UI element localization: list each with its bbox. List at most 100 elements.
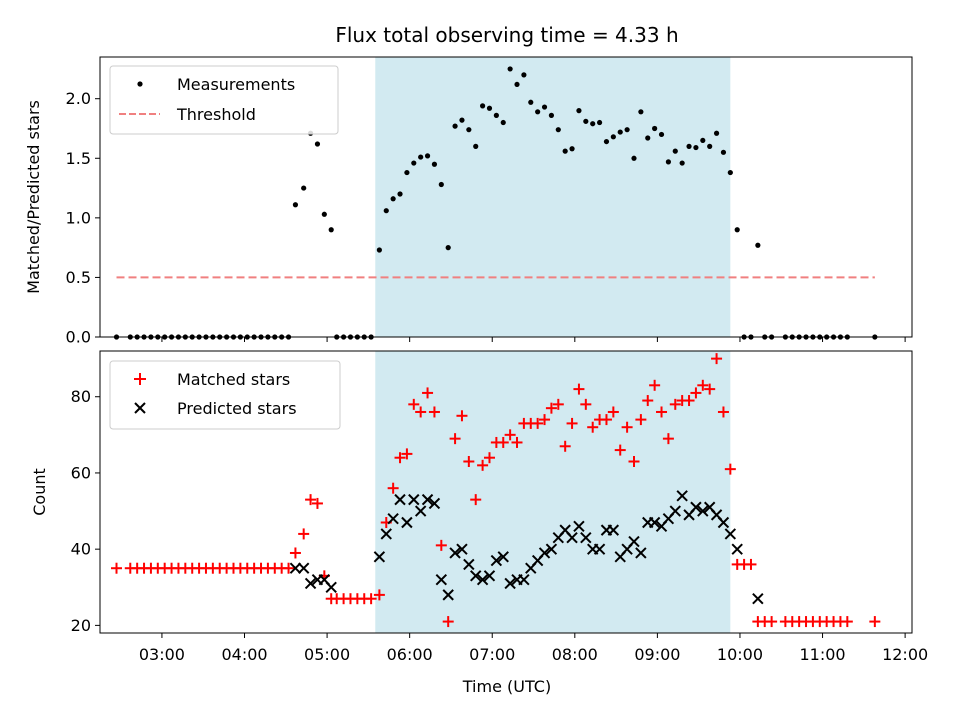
top-measurements-point-46 bbox=[438, 181, 444, 188]
bottom-matched-stars-point-80 bbox=[669, 398, 681, 410]
bottom-matched-stars-point-84 bbox=[697, 379, 709, 391]
top-measurements-point-69 bbox=[596, 119, 603, 126]
bottom-ytick-label-2: 60 bbox=[71, 463, 91, 482]
bottom-matched-stars-point-36 bbox=[365, 593, 377, 605]
legend-matched-marker bbox=[134, 373, 146, 385]
bottom-legend: Matched stars Predicted stars bbox=[109, 360, 341, 430]
top-measurements-point-72 bbox=[617, 129, 623, 135]
top-legend-frame bbox=[109, 65, 339, 135]
top-measurements-point-71 bbox=[610, 134, 616, 140]
bottom-predicted-stars-point-21 bbox=[476, 573, 489, 586]
bottom-matched-stars-point-51 bbox=[470, 494, 482, 506]
bottom-matched-stars-point-71 bbox=[607, 406, 619, 418]
legend-measurements-marker bbox=[137, 81, 143, 87]
bottom-predicted-stars-point-5 bbox=[325, 581, 337, 593]
top-legend: Measurements Threshold bbox=[109, 65, 339, 135]
top-measurements-point-83 bbox=[693, 144, 699, 151]
top-ytick-label-3: 1.5 bbox=[66, 149, 91, 168]
bottom-xtick-label-6: 09:00 bbox=[634, 645, 680, 664]
bottom-predicted-stars-point-22 bbox=[483, 570, 496, 582]
bottom-predicted-stars-point-38 bbox=[593, 543, 606, 555]
top-measurements-point-53 bbox=[486, 105, 493, 111]
bottom-predicted-stars-point-35 bbox=[573, 520, 585, 533]
bottom-predicted-stars-point-52 bbox=[690, 501, 702, 513]
top-measurements-point-63 bbox=[555, 127, 561, 133]
top-measurements-point-67 bbox=[583, 118, 589, 124]
bottom-matched-stars-point-77 bbox=[649, 379, 661, 391]
bottom-predicted-stars-point-12 bbox=[414, 505, 427, 517]
top-ytick-label-2: 1.0 bbox=[66, 208, 91, 227]
bottom-matched-stars-point-40 bbox=[394, 452, 406, 464]
bottom-plot-marks bbox=[111, 353, 881, 628]
bottom-xtick-label-0: 03:00 bbox=[139, 645, 185, 664]
bottom-matched-stars-point-91 bbox=[745, 558, 757, 570]
top-measurements-point-74 bbox=[631, 155, 637, 161]
bottom-predicted-stars-point-36 bbox=[580, 532, 592, 544]
bottom-predicted-stars-point-16 bbox=[442, 589, 454, 601]
top-measurements-point-62 bbox=[548, 112, 555, 118]
top-measurements-point-73 bbox=[624, 127, 630, 133]
top-measurements-point-54 bbox=[493, 112, 499, 118]
bottom-predicted-stars-point-50 bbox=[676, 490, 688, 502]
top-measurements-point-88 bbox=[727, 169, 733, 176]
bottom-matched-stars-point-85 bbox=[704, 383, 716, 395]
top-measurements-point-57 bbox=[514, 81, 520, 88]
bottom-matched-stars-point-79 bbox=[662, 433, 674, 445]
top-measurements-point-77 bbox=[652, 125, 658, 132]
bottom-y-axis-label: Count bbox=[30, 468, 49, 516]
top-measurements-point-41 bbox=[404, 169, 410, 176]
bottom-xtick-label-5: 08:00 bbox=[552, 645, 598, 664]
legend-predicted-marker bbox=[134, 402, 146, 414]
bottom-predicted-stars-point-31 bbox=[545, 543, 558, 555]
top-measurements-point-49 bbox=[459, 117, 465, 123]
bottom-xtick-label-8: 11:00 bbox=[799, 645, 845, 664]
bottom-matched-stars-point-44 bbox=[422, 387, 434, 399]
bottom-matched-stars-point-56 bbox=[504, 429, 516, 441]
bottom-matched-stars-point-105 bbox=[869, 616, 881, 628]
bottom-matched-stars-point-63 bbox=[552, 398, 564, 410]
top-measurements-point-66 bbox=[576, 108, 582, 114]
bottom-predicted-stars-point-2 bbox=[304, 577, 317, 590]
bottom-xtick-label-4: 07:00 bbox=[469, 645, 515, 664]
top-ytick-label-0: 0.0 bbox=[66, 328, 91, 347]
bottom-predicted-stars-point-23 bbox=[490, 554, 503, 567]
bottom-matched-stars-point-0 bbox=[111, 562, 123, 574]
top-measurements-point-78 bbox=[658, 131, 665, 138]
bottom-predicted-stars-point-11 bbox=[408, 493, 420, 506]
bottom-predicted-stars-point-25 bbox=[504, 577, 516, 590]
top-ytick-label-4: 2.0 bbox=[66, 89, 91, 108]
top-measurements-point-56 bbox=[507, 66, 513, 72]
bottom-matched-stars-point-68 bbox=[587, 421, 599, 433]
bottom-predicted-stars-point-9 bbox=[394, 493, 406, 506]
bottom-matched-stars-point-83 bbox=[690, 387, 702, 399]
bottom-xtick-label-7: 10:00 bbox=[717, 645, 763, 664]
top-measurements-point-89 bbox=[734, 227, 740, 233]
bottom-predicted-stars-point-46 bbox=[648, 516, 661, 529]
top-measurements-point-42 bbox=[411, 160, 417, 166]
top-measurements-point-58 bbox=[521, 72, 527, 78]
top-measurements-point-61 bbox=[541, 104, 548, 110]
chart-title: Flux total observing time = 4.33 h bbox=[335, 23, 678, 47]
bottom-matched-stars-point-52 bbox=[477, 459, 489, 471]
top-measurements-point-64 bbox=[562, 148, 568, 154]
bottom-x-ticks: 03:00 04:00 05:00 06:00 07:00 08:00 09:00 10:00… bbox=[139, 633, 928, 664]
bottom-predicted-stars-point-59 bbox=[752, 592, 764, 605]
bottom-predicted-stars-point-20 bbox=[470, 570, 482, 582]
bottom-predicted-stars-point-53 bbox=[697, 505, 709, 517]
top-measurements-point-40 bbox=[397, 191, 403, 197]
bottom-matched-stars-point-82 bbox=[683, 395, 695, 407]
top-measurements-point-43 bbox=[418, 154, 424, 160]
top-panel: 0.00.51.01.52.0 Matched/Predicted stars … bbox=[24, 56, 913, 347]
bottom-matched-stars-point-28 bbox=[311, 497, 323, 509]
bottom-matched-stars-point-49 bbox=[456, 410, 468, 422]
top-measurements-point-50 bbox=[466, 127, 472, 133]
top-measurements-point-39 bbox=[390, 196, 396, 202]
top-measurements-point-82 bbox=[686, 143, 692, 149]
bottom-matched-stars-point-104 bbox=[841, 616, 853, 628]
bottom-matched-stars-point-87 bbox=[717, 406, 729, 418]
bottom-y-ticks: 20 40 60 80 bbox=[71, 387, 100, 635]
bottom-predicted-stars-point-30 bbox=[538, 547, 551, 559]
bottom-matched-stars-point-88 bbox=[724, 463, 736, 475]
